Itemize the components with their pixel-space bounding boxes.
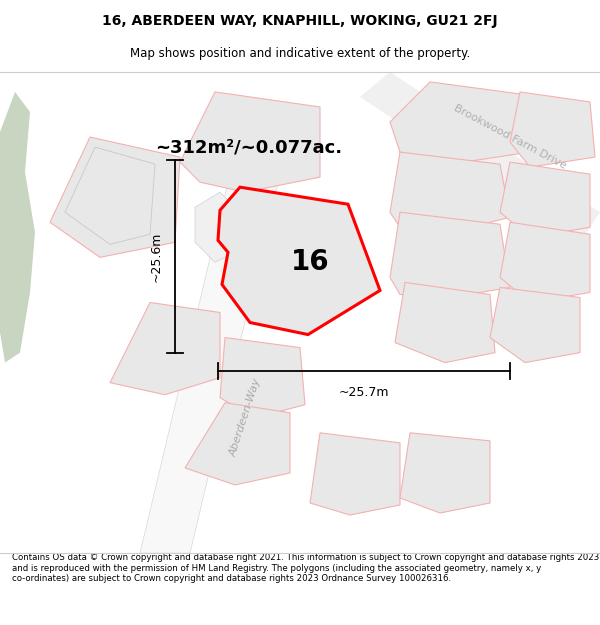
Polygon shape <box>395 282 495 362</box>
Text: Map shows position and indicative extent of the property.: Map shows position and indicative extent… <box>130 47 470 60</box>
Text: Aberdeen-Way: Aberdeen-Way <box>227 378 262 458</box>
Polygon shape <box>220 338 305 418</box>
Polygon shape <box>218 187 380 334</box>
Polygon shape <box>390 82 530 164</box>
Polygon shape <box>185 402 290 485</box>
Polygon shape <box>180 92 320 192</box>
Polygon shape <box>310 432 400 515</box>
Text: ~312m²/~0.077ac.: ~312m²/~0.077ac. <box>155 138 342 156</box>
Text: 16: 16 <box>290 248 329 276</box>
Polygon shape <box>50 137 180 258</box>
Polygon shape <box>140 132 290 553</box>
Polygon shape <box>500 162 590 238</box>
Polygon shape <box>500 222 590 302</box>
Text: ~25.6m: ~25.6m <box>150 231 163 281</box>
Polygon shape <box>360 72 600 242</box>
Polygon shape <box>195 192 240 262</box>
Polygon shape <box>65 147 155 244</box>
Text: ~25.7m: ~25.7m <box>339 386 389 399</box>
Polygon shape <box>390 213 510 298</box>
Text: Brookwood Farm Drive: Brookwood Farm Drive <box>452 103 568 171</box>
Text: Contains OS data © Crown copyright and database right 2021. This information is : Contains OS data © Crown copyright and d… <box>12 553 599 583</box>
Polygon shape <box>490 288 580 362</box>
Polygon shape <box>390 152 510 232</box>
Polygon shape <box>0 92 35 362</box>
Polygon shape <box>400 432 490 513</box>
Polygon shape <box>110 302 220 395</box>
Text: 16, ABERDEEN WAY, KNAPHILL, WOKING, GU21 2FJ: 16, ABERDEEN WAY, KNAPHILL, WOKING, GU21… <box>102 14 498 28</box>
Polygon shape <box>510 92 595 167</box>
